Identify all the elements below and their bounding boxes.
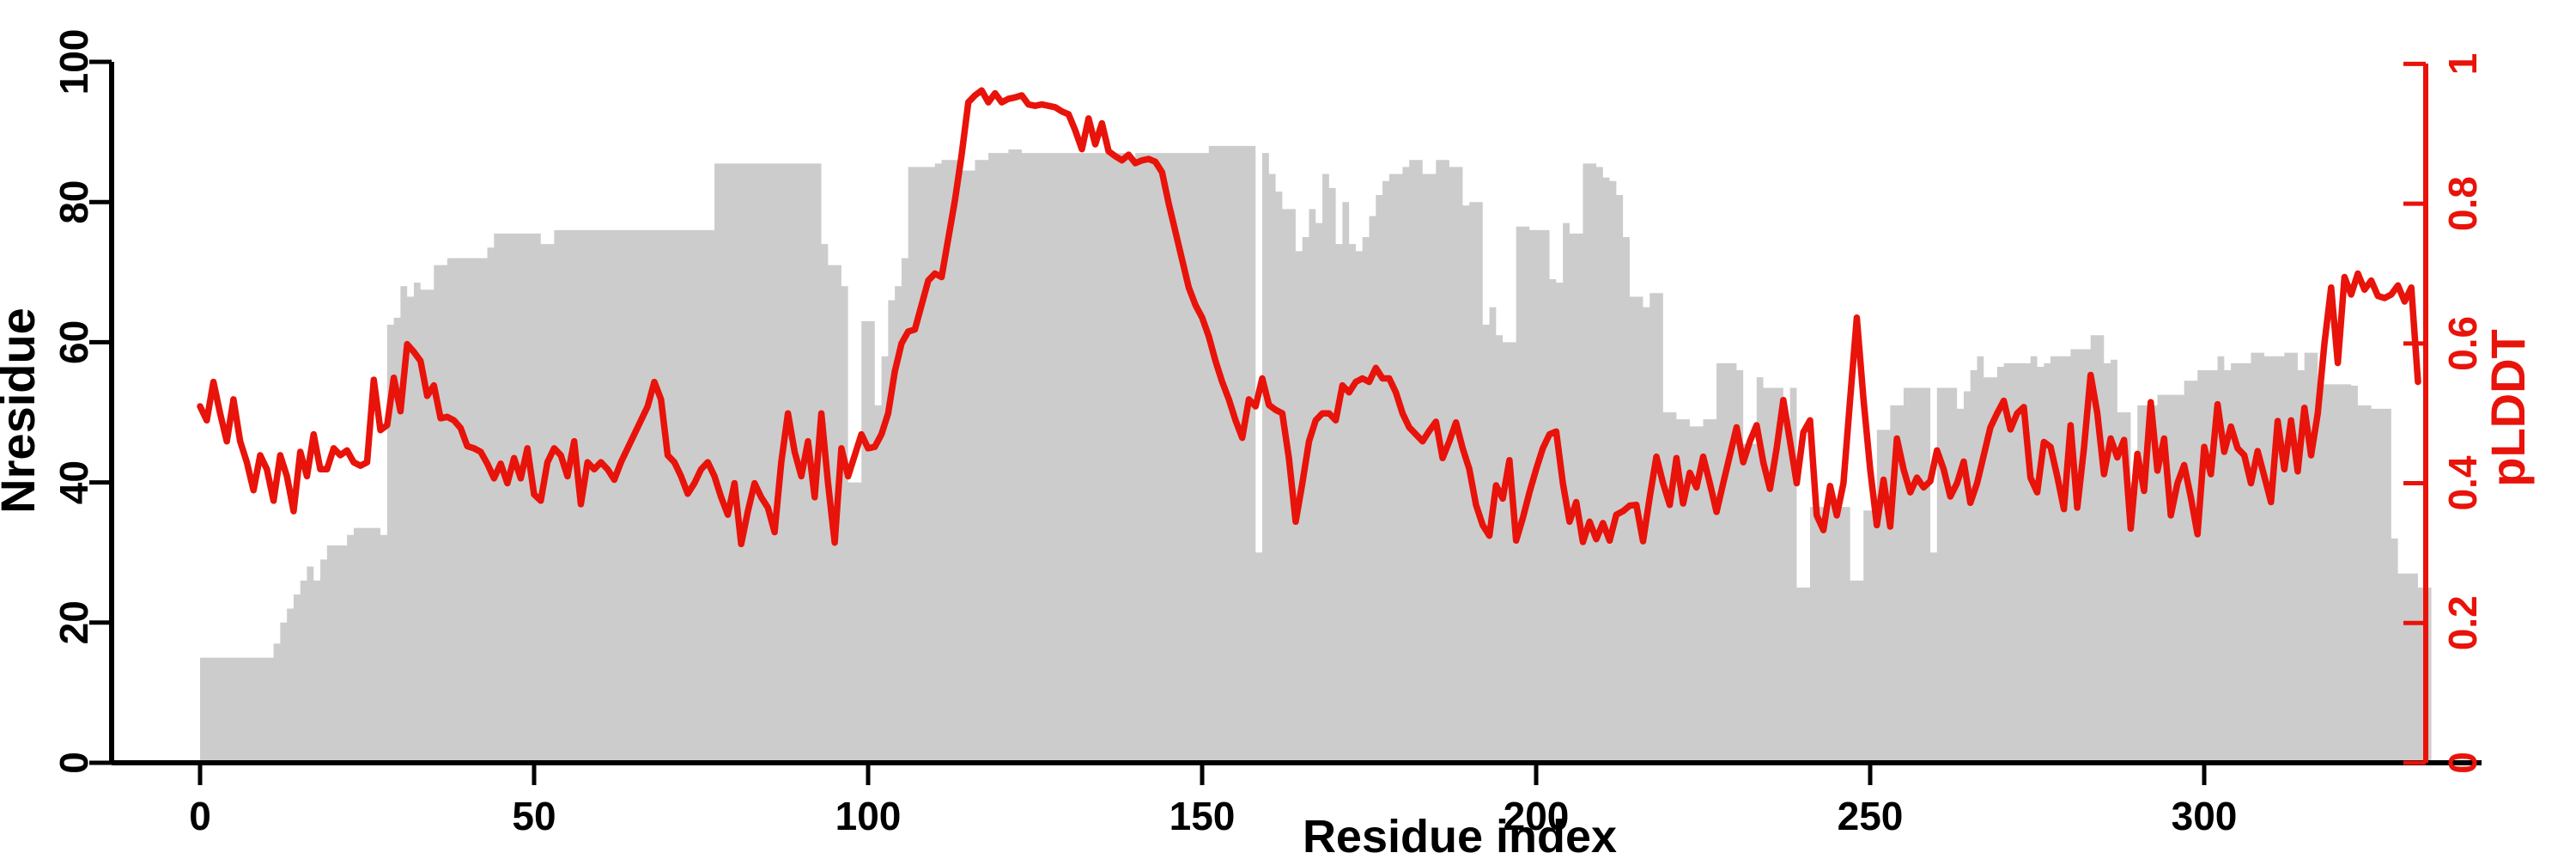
x-tick-label: 50 [512, 794, 556, 838]
x-tick-label: 250 [1838, 794, 1904, 838]
left-axis-title: Nresidue [0, 308, 45, 514]
left-tick-label: 0 [52, 752, 96, 774]
left-tick-label: 60 [52, 320, 96, 364]
right-tick-label: 0.6 [2440, 316, 2485, 371]
x-tick-label: 200 [1504, 794, 1570, 838]
left-axis-ticks: 0 20 40 60 80 100 [52, 29, 112, 774]
right-tick-label: 0.4 [2440, 455, 2485, 510]
x-axis-title: Residue index [1303, 811, 1617, 859]
left-tick-label: 40 [52, 460, 96, 504]
right-axis-ticks: 0 0.2 0.4 0.6 0.8 1 [2403, 53, 2485, 774]
x-tick-label: 100 [835, 794, 902, 838]
x-tick-label: 0 [189, 794, 211, 838]
nresidue-step-area [200, 145, 2432, 764]
x-tick-label: 150 [1170, 794, 1236, 838]
left-tick-label: 100 [52, 29, 96, 95]
right-tick-label: 1 [2440, 53, 2485, 76]
right-tick-label: 0.8 [2440, 176, 2485, 231]
x-axis-ticks: 0 50 100 150 200 250 300 [189, 763, 2237, 838]
right-tick-label: 0.2 [2440, 595, 2485, 650]
left-tick-label: 20 [52, 600, 96, 644]
right-axis-title: pLDDT [2481, 329, 2535, 487]
right-tick-label: 0 [2440, 752, 2485, 774]
plddt-line [197, 87, 2421, 548]
left-tick-label: 80 [52, 180, 96, 224]
x-tick-label: 300 [2172, 794, 2238, 838]
